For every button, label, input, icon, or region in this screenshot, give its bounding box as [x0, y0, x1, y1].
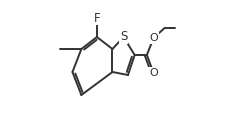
Text: F: F [94, 12, 100, 24]
Text: S: S [120, 31, 127, 43]
Text: O: O [149, 68, 158, 78]
Text: O: O [149, 33, 158, 43]
